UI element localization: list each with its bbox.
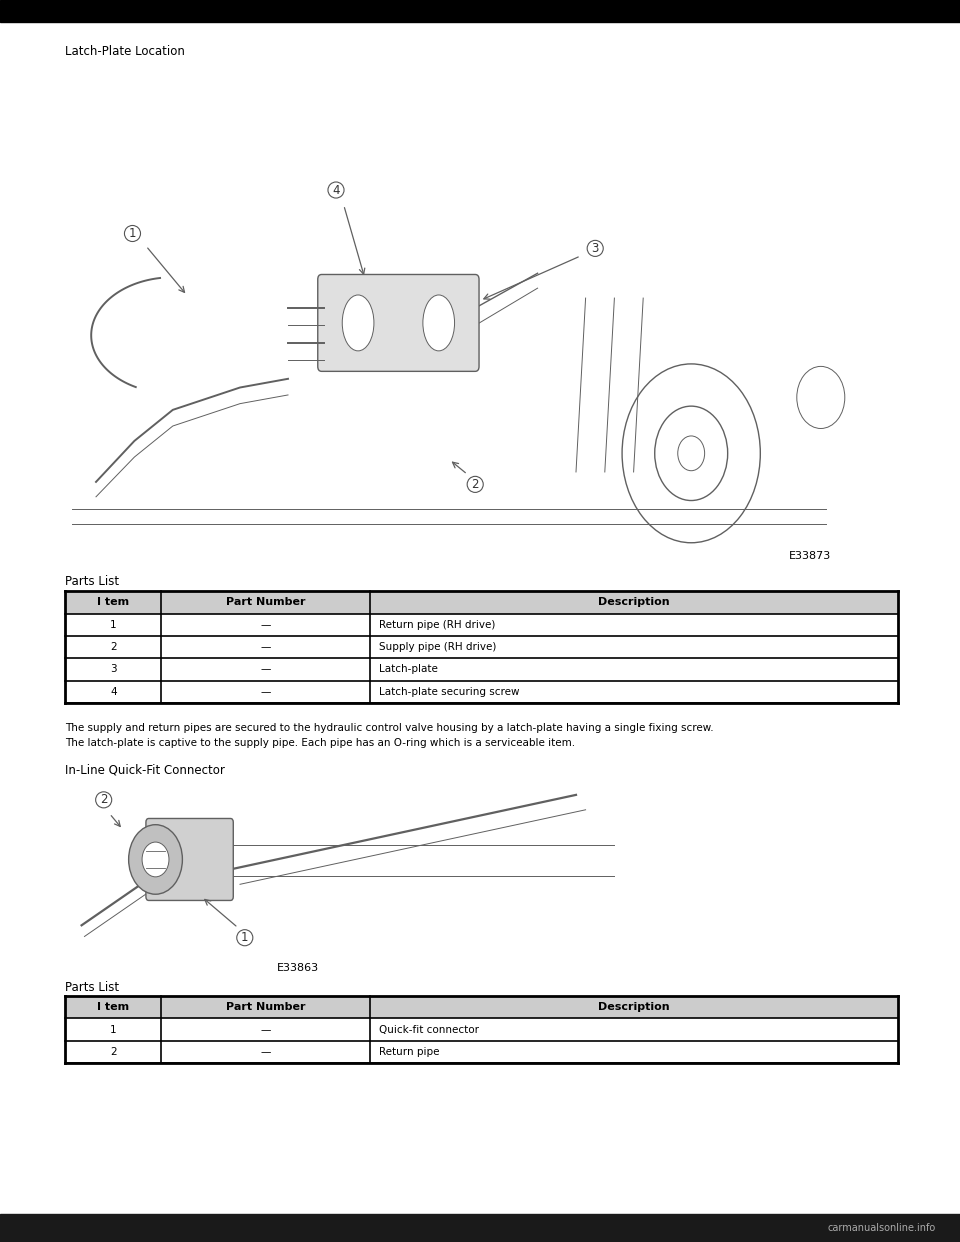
Text: 1: 1	[129, 227, 136, 240]
Bar	[65, 776, 672, 959]
Text: Part Number: Part Number	[226, 1002, 305, 1012]
Text: 2: 2	[110, 642, 116, 652]
Text: I tem: I tem	[97, 1002, 130, 1012]
Text: —: —	[260, 620, 271, 630]
Text: —: —	[260, 642, 271, 652]
Text: 2: 2	[110, 1047, 116, 1057]
Text: —: —	[260, 1047, 271, 1057]
Text: Latch-Plate Location: Latch-Plate Location	[65, 45, 185, 57]
Bar	[65, 56, 898, 565]
Text: —: —	[260, 664, 271, 674]
Bar	[65, 591, 898, 614]
FancyBboxPatch shape	[146, 818, 233, 900]
Circle shape	[129, 825, 182, 894]
Text: 3: 3	[591, 242, 599, 255]
Text: Latch-plate: Latch-plate	[379, 664, 438, 674]
Text: 1: 1	[241, 932, 249, 944]
Text: Return pipe: Return pipe	[379, 1047, 440, 1057]
Bar	[0, 0, 960, 22]
Text: E33873: E33873	[789, 551, 831, 561]
Text: —: —	[260, 687, 271, 697]
Text: 1: 1	[110, 620, 116, 630]
Text: 4: 4	[110, 687, 116, 697]
Text: 3: 3	[110, 664, 116, 674]
Ellipse shape	[342, 294, 374, 350]
Text: 2: 2	[100, 794, 108, 806]
Ellipse shape	[423, 294, 455, 350]
Text: Parts List: Parts List	[65, 575, 119, 587]
Text: Description: Description	[598, 597, 669, 607]
Text: I tem: I tem	[97, 597, 130, 607]
Text: Description: Description	[598, 1002, 669, 1012]
Text: Parts List: Parts List	[65, 981, 119, 994]
Text: E33863: E33863	[276, 963, 319, 972]
Circle shape	[142, 842, 169, 877]
Bar	[0, 1213, 960, 1242]
Text: Quick-fit connector: Quick-fit connector	[379, 1025, 479, 1035]
Text: Latch-plate securing screw: Latch-plate securing screw	[379, 687, 519, 697]
Text: 1: 1	[110, 1025, 116, 1035]
Text: The supply and return pipes are secured to the hydraulic control valve housing b: The supply and return pipes are secured …	[65, 723, 714, 748]
Text: 4: 4	[332, 184, 340, 196]
FancyBboxPatch shape	[318, 274, 479, 371]
Text: In-Line Quick-Fit Connector: In-Line Quick-Fit Connector	[65, 764, 226, 776]
Text: Supply pipe (RH drive): Supply pipe (RH drive)	[379, 642, 496, 652]
Text: Return pipe (RH drive): Return pipe (RH drive)	[379, 620, 495, 630]
Text: carmanualsonline.info: carmanualsonline.info	[828, 1223, 936, 1233]
Text: Part Number: Part Number	[226, 597, 305, 607]
Text: —: —	[260, 1025, 271, 1035]
Bar	[65, 996, 898, 1018]
Text: 2: 2	[471, 478, 479, 491]
